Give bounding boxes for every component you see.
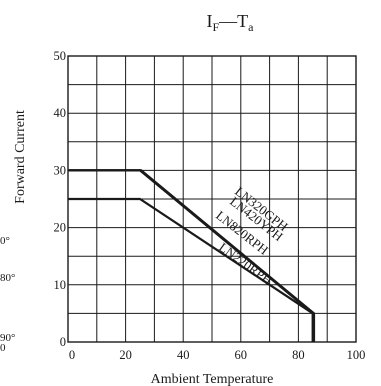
edge-text-2: 80° <box>0 272 15 284</box>
x-tick-label-40: 40 <box>177 348 190 362</box>
y-tick-label-30: 30 <box>54 163 67 177</box>
edge-text-3: 90° <box>0 332 15 344</box>
edge-text-4: 0 <box>0 342 6 354</box>
y-tick-label-40: 40 <box>54 106 67 120</box>
series-line-ln820rph <box>69 169 316 342</box>
series-line-ln220rph <box>68 197 314 342</box>
y-tick-label-0: 0 <box>60 335 66 349</box>
x-tick-label-60: 60 <box>235 348 248 362</box>
y-tick-label-50: 50 <box>54 49 67 63</box>
x-tick-label-0: 0 <box>69 348 75 362</box>
edge-text-1: 0° <box>0 235 10 247</box>
x-axis-label: Ambient Temperature <box>151 372 274 386</box>
series-lines <box>68 169 316 342</box>
x-tick-label-80: 80 <box>292 348 305 362</box>
y-tick-label-20: 20 <box>54 221 67 235</box>
grid <box>67 55 357 343</box>
y-axis-label: Forward Current <box>13 110 28 204</box>
x-tick-label-100: 100 <box>347 348 366 362</box>
y-tick-label-10: 10 <box>54 278 67 292</box>
tick-labels: 0 20 40 60 80 100 0 10 20 30 40 50 <box>54 49 366 362</box>
chart-title: IF—Ta <box>206 11 254 34</box>
x-tick-label-20: 20 <box>119 348 132 362</box>
